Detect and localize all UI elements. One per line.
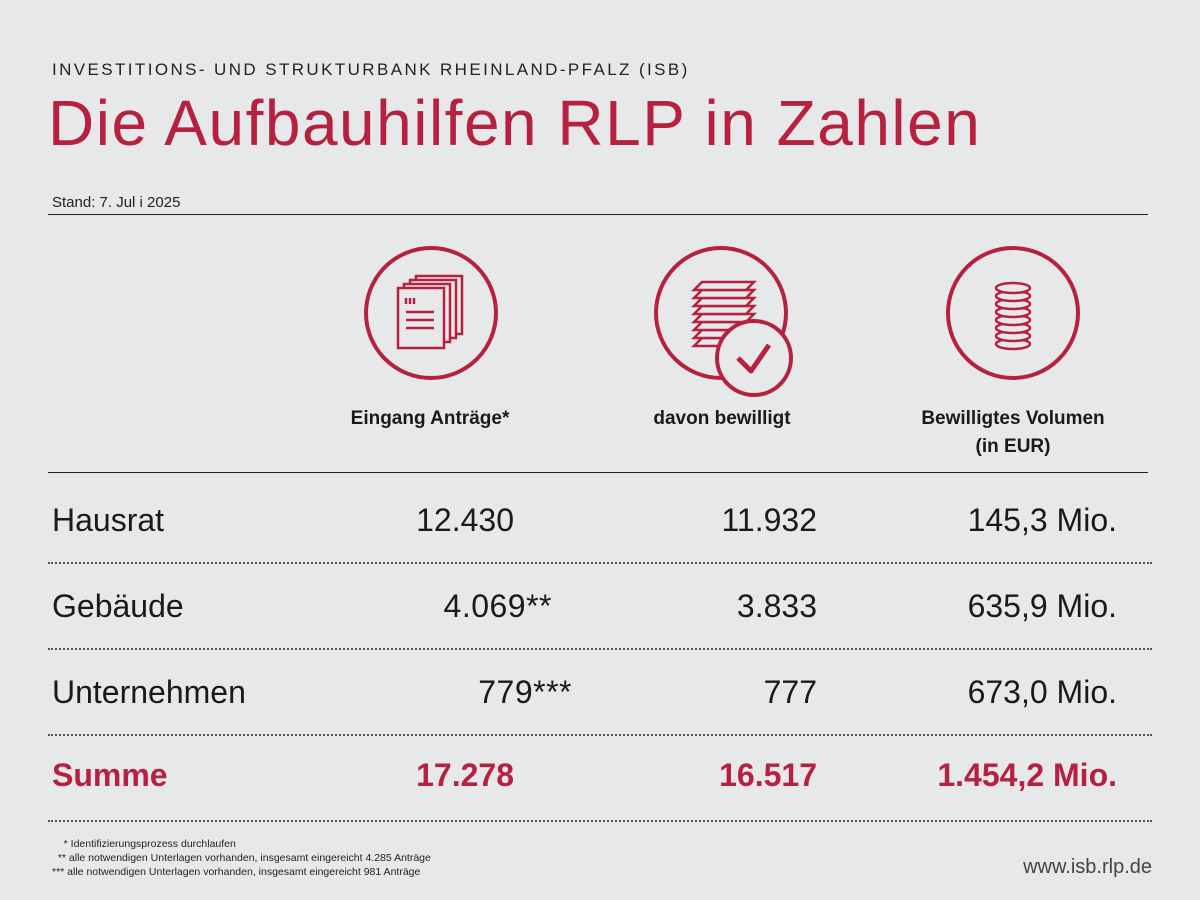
row-divider	[48, 648, 1152, 650]
row-divider	[48, 562, 1152, 564]
footnote-1: * Identifizierungsprozess durchlaufen	[52, 838, 236, 850]
cell-unternehmen-bewilligt: 777	[763, 674, 817, 710]
cell-hausrat-antraege: 12.430	[416, 502, 514, 538]
row-label-summe: Summe	[52, 757, 168, 793]
cell-summe-volumen: 1.454,2 Mio.	[937, 757, 1117, 793]
column-header-bewilligt: davon bewilligt	[653, 408, 791, 429]
cell-summe-antraege: 17.278	[416, 757, 514, 793]
column-header-volumen-line2: (in EUR)	[975, 435, 1051, 457]
row-label-hausrat: Hausrat	[52, 502, 165, 538]
table-header-divider	[48, 472, 1148, 473]
column-header-volumen-line1: Bewilligtes Volumen	[921, 408, 1105, 429]
cell-unternehmen-antraege: 779***	[478, 674, 572, 710]
row-divider	[48, 820, 1152, 822]
coin-stack-icon	[946, 246, 1080, 380]
column-header-antraege: Eingang Anträge*	[350, 408, 510, 429]
website-link[interactable]: www.isb.rlp.de	[1023, 856, 1152, 878]
cell-gebaeude-volumen: 635,9 Mio.	[967, 588, 1117, 624]
row-label-gebaeude: Gebäude	[52, 588, 184, 624]
cell-gebaeude-bewilligt: 3.833	[736, 588, 817, 624]
cell-unternehmen-volumen: 673,0 Mio.	[967, 674, 1117, 710]
footnote-2: ** alle notwendigen Unterlagen vorhanden…	[52, 852, 431, 864]
column-header-volumen: Bewilligtes Volumen (in EUR)	[893, 405, 1133, 460]
row-divider	[48, 734, 1152, 736]
cell-gebaeude-antraege: 4.069**	[443, 588, 552, 624]
approved-stack-icon	[654, 246, 793, 397]
organization-name: INVESTITIONS- UND STRUKTURBANK RHEINLAND…	[52, 60, 690, 79]
cell-hausrat-volumen: 145,3 Mio.	[967, 502, 1117, 538]
documents-stack-icon	[364, 246, 498, 380]
cell-hausrat-bewilligt: 11.932	[721, 502, 818, 538]
date-stand: Stand: 7. Jul i 2025	[52, 194, 181, 211]
row-label-unternehmen: Unternehmen	[52, 674, 246, 710]
cell-summe-bewilligt: 16.517	[719, 757, 817, 793]
footnote-3: *** alle notwendigen Unterlagen vorhande…	[52, 866, 421, 878]
top-divider	[48, 214, 1148, 215]
page-title: Die Aufbauhilfen RLP in Zahlen	[48, 87, 982, 159]
